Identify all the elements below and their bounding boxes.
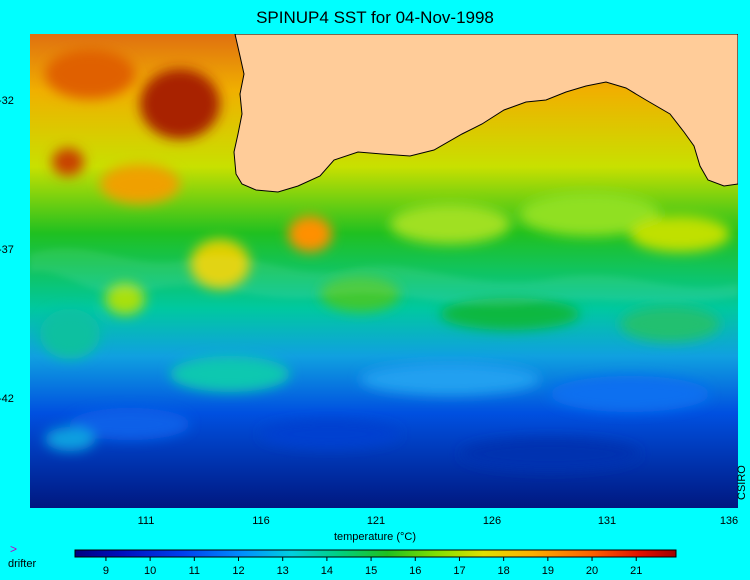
colorbar-tick-label: 16 [409,565,421,577]
lon-tick-label: 131 [598,515,616,527]
colorbar-tick-label: 14 [321,565,333,577]
lat-tick-label: -42 [0,393,14,405]
colorbar-tick-label: 10 [144,565,156,577]
colorbar-ramp [74,549,677,558]
colorbar-tick-label: 9 [103,565,109,577]
lat-tick-label: -37 [0,244,14,256]
sst-map: -32 -37 -42 111 116 121 126 131 136 [0,34,738,527]
drifter-legend-label: drifter [8,558,37,570]
lon-axis: 111 116 121 126 131 136 [138,515,739,527]
lon-tick-label: 121 [367,515,385,527]
lon-tick-label: 136 [720,515,738,527]
csiro-credit: CSIRO [736,465,748,500]
colorbar-tick-label: 21 [630,565,642,577]
colorbar-label: temperature (°C) [333,531,417,543]
colorbar-tick-label: 20 [586,565,598,577]
colorbar-tick-label: 15 [365,565,377,577]
australia-landmass [233,34,738,193]
lat-tick-label: -32 [0,95,14,107]
drifter-marker-icon: > [10,542,18,556]
colorbar-ticks: 9 10 11 12 13 14 15 16 17 18 19 20 21 [103,557,642,577]
map-title: SPINUP4 SST for 04-Nov-1998 [256,8,494,27]
colorbar-tick-label: 12 [232,565,244,577]
temperature-colorbar: 9 10 11 12 13 14 15 16 17 18 19 20 21 [74,549,677,577]
colorbar-tick-label: 13 [277,565,289,577]
lon-tick-label: 126 [483,515,501,527]
lon-tick-label: 111 [138,515,155,527]
sst-map-canvas [30,34,738,508]
colorbar-tick-label: 19 [542,565,554,577]
colorbar-tick-label: 17 [453,565,465,577]
colorbar-tick-label: 11 [189,565,200,577]
lon-tick-label: 116 [252,515,270,527]
lat-axis: -32 -37 -42 [0,95,14,405]
colorbar-tick-label: 18 [498,565,510,577]
